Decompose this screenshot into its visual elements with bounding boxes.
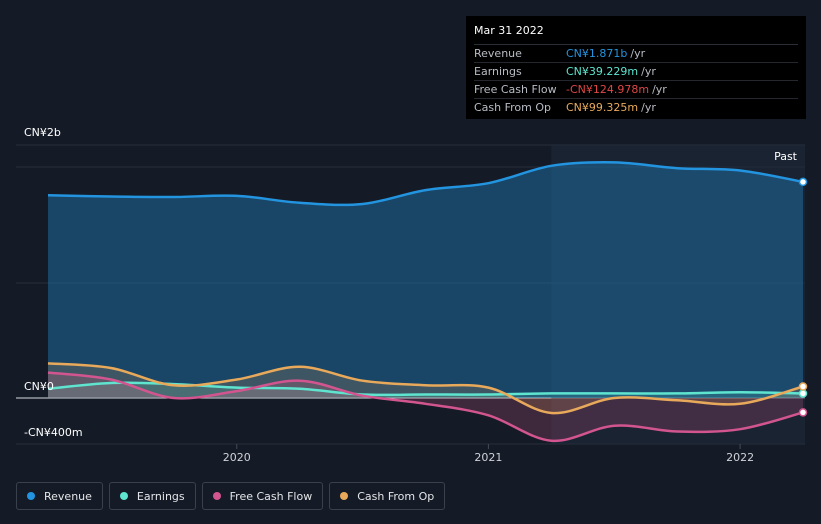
tooltip-row-value: CN¥39.229m — [566, 65, 639, 78]
y-axis-label: CN¥2b — [24, 126, 61, 139]
revenue-end-marker — [798, 177, 808, 187]
tooltip-row: Free Cash Flow -CN¥124.978m/yr — [474, 81, 798, 99]
free-cash-flow-end-marker — [798, 408, 808, 417]
tooltip-row-value: CN¥99.325m — [566, 101, 639, 114]
y-axis-label: CN¥0 — [24, 380, 54, 393]
tooltip-row-value: CN¥1.871b — [566, 47, 628, 60]
earnings-end-marker — [798, 389, 808, 398]
tooltip-row: Cash From Op CN¥99.325m/yr — [474, 99, 798, 116]
tooltip-row-unit: /yr — [630, 47, 646, 60]
tooltip-panel: Mar 31 2022 Revenue CN¥1.871b/yr Earnings C… — [466, 16, 806, 119]
legend-item-revenue[interactable]: Revenue — [16, 482, 103, 510]
legend-label: Cash From Op — [357, 489, 435, 503]
legend-item-free-cash-flow[interactable]: Free Cash Flow — [201, 482, 324, 510]
tooltip-row: Earnings CN¥39.229m/yr — [474, 63, 798, 81]
tooltip-row-unit: /yr — [652, 83, 667, 96]
cash-from-op-area — [48, 363, 803, 414]
x-tick-label: 2022 — [726, 451, 754, 464]
legend-item-earnings[interactable]: Earnings — [108, 482, 196, 510]
free-cash-flow-area — [48, 372, 803, 441]
tooltip-row-unit: /yr — [641, 65, 656, 78]
tooltip-row-unit: /yr — [641, 101, 656, 114]
legend-label: Revenue — [44, 489, 92, 503]
tooltip-row-label: Revenue — [474, 47, 522, 60]
x-tick-label: 2020 — [223, 451, 251, 464]
revenue-area — [48, 162, 803, 398]
cash-from-op-line — [47, 362, 804, 415]
legend-label: Free Cash Flow — [229, 489, 313, 503]
past-label: Past — [774, 150, 798, 163]
label-layer: CN¥2b CN¥0 -CN¥400m 2020 2021 2022 Past — [24, 126, 798, 464]
legend: Revenue Earnings Free Cash Flow Cash From O… — [16, 482, 446, 510]
legend-dot-icon — [119, 492, 128, 500]
area-layer — [48, 162, 803, 441]
x-tick-label: 2021 — [474, 451, 502, 464]
chart-canvas: CN¥2b CN¥0 -CN¥400m 2020 2021 2022 Past — [16, 126, 808, 464]
tooltip-row-label: Earnings — [474, 65, 522, 78]
legend-dot-icon — [340, 492, 349, 500]
tooltip-row-label: Free Cash Flow — [474, 83, 557, 96]
legend-dot-icon — [27, 492, 35, 500]
tooltip-date: Mar 31 2022 — [474, 24, 798, 45]
legend-item-cash-from-op[interactable]: Cash From Op — [329, 482, 446, 510]
tooltip-row-value: -CN¥124.978m — [566, 83, 650, 96]
revenue-line — [47, 161, 804, 207]
free-cash-flow-line — [47, 371, 804, 442]
legend-dot-icon — [212, 492, 221, 500]
tooltip-row-label: Cash From Op — [474, 101, 552, 114]
y-axis-label: -CN¥400m — [24, 426, 83, 439]
line-layer — [47, 161, 804, 442]
cash-from-op-end-marker — [798, 382, 808, 391]
tooltip-row: Revenue CN¥1.871b/yr — [474, 45, 798, 63]
legend-label: Earnings — [136, 489, 185, 503]
marker-layer — [798, 177, 808, 417]
